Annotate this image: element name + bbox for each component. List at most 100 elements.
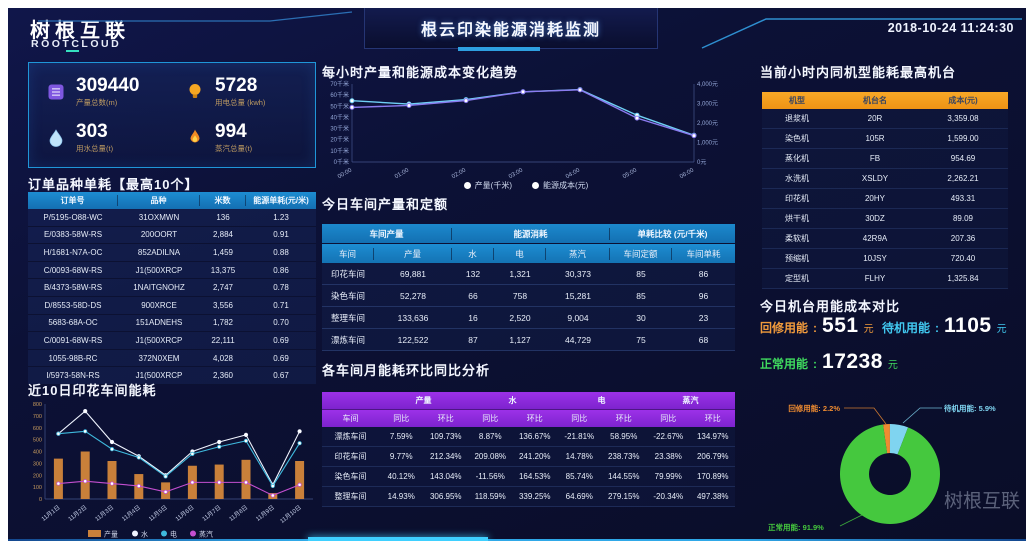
order-table-title: 订单品种单耗【最高10个】 [28,177,199,192]
table-header-row: 车间 同比 环比 同比 环比 同比 环比 同比 环比 [322,409,735,427]
table-row: 印花车间 9.77% 212.34% 209.08% 241.20% 14.78% 238.… [322,447,735,467]
svg-text:0元: 0元 [697,159,706,166]
table-cell: 339.25% [518,492,551,501]
table-cell: 0.69 [273,353,289,363]
table-cell: 14.93% [387,492,415,501]
table-cell: 0.91 [273,230,289,240]
stat-unit: 元 [863,324,874,335]
column-header: 品种 [118,195,200,206]
table-cell: 预缩机 [785,254,809,263]
svg-text:电: 电 [170,530,177,539]
kpi-label: 产量总数(m) [76,97,118,107]
table-row: 定型机 FLHY 1,325.84 [762,269,1008,289]
table-cell: 印花机 [785,194,809,203]
table-cell: 蒸化机 [785,154,809,163]
table-cell: 85 [636,290,646,301]
monthly-table-title: 各车间月能耗环比同比分析 [322,363,491,378]
page-title-box: 根云印染能源消耗监测 [364,8,658,49]
flame-icon [184,129,206,147]
group-header: 电 [597,396,606,405]
kpi-steam: 994 蒸汽总量(t) [172,115,311,161]
table-cell: 柔软机 [785,234,809,243]
stat-value: 1105 [944,314,992,337]
table-cell: 2,884 [212,230,234,240]
svg-text:700: 700 [33,414,42,420]
table-row: 蒸化机 FB 954.69 [762,149,1008,169]
kpi-value: 5728 [215,75,258,97]
table-cell: 整理车间 [334,492,367,501]
table-cell: 206.79% [696,452,729,461]
table-cell: 9,004 [567,312,589,323]
table-cell: 22,111 [211,335,235,345]
monthly-table: 产量 水 电 蒸汽 车间 同比 环比 同比 环比 同比 环比 同比 环比 漂炼车… [322,392,735,507]
svg-text:02:00: 02:00 [451,167,468,180]
legend-item: 能源成本(元) [532,180,588,191]
table-cell: 染色机 [785,134,809,143]
svg-text:100: 100 [33,485,42,491]
column-header: 能源单耗(元/米) [253,196,309,205]
logo-underline [66,50,79,52]
table-cell: 109.73% [429,432,462,441]
table-cell: 164.53% [518,472,551,481]
table-cell: 40.12% [387,472,415,481]
svg-text:产量: 产量 [104,530,118,539]
column-header: 订单号 [28,195,118,206]
datetime: 2018-10-24 11:24:30 [887,21,1014,35]
table-cell: 水洗机 [785,174,809,183]
table-cell: 0.86 [273,265,289,275]
table-cell: J1(500XRCP [135,371,183,381]
daily-chart-title: 近10日印花车间能耗 [28,383,157,398]
svg-text:11月3日: 11月3日 [94,504,115,523]
svg-text:01:00: 01:00 [394,167,411,180]
table-cell: 5683-68A-OC [48,318,98,328]
machine-table-title: 当前小时内同机型能耗最高机台 [760,65,957,80]
bulb-icon [184,83,206,101]
svg-text:11月1日: 11月1日 [40,504,61,523]
table-cell: 105R [865,134,885,143]
column-header: 水 [452,247,494,260]
table-cell: 58.95% [610,432,638,441]
monthly-table-body: 漂炼车间 7.59% 109.73% 8.87% 136.67% -21.81% 58.95… [322,427,735,507]
table-cell: 122,522 [397,334,429,345]
table-row: 柔软机 42R9A 207.36 [762,229,1008,249]
table-cell: 493.31 [950,194,976,203]
table-cell: 200OORT [140,230,178,240]
table-cell: 44,729 [565,334,591,345]
cost-compare-title: 今日机台用能成本对比 [760,299,901,314]
group-header: 产量 [415,396,432,405]
table-cell: 209.08% [474,452,507,461]
table-row: 水洗机 XSLDY 2,262.21 [762,169,1008,189]
table-cell: 14.78% [565,452,593,461]
table-cell: 136 [216,212,230,222]
table-cell: 132 [465,268,481,279]
table-row: P/5195-O88-WC 31OXMWN 136 1.23 [28,209,316,227]
column-header: 同比 [482,414,499,423]
column-header: 环比 [526,414,543,423]
droplet-icon [45,129,67,147]
table-cell: 4,028 [212,353,234,363]
table-cell: P/5195-O88-WC [43,212,103,222]
svg-text:70千米: 70千米 [330,80,349,88]
table-cell: 染色车间 [330,290,365,301]
svg-text:00:00: 00:00 [337,167,354,180]
hourly-legend: 产量(千米) 能源成本(元) [316,180,736,191]
logo-en: ROOTCLOUD [31,38,122,50]
table-cell: 68 [698,334,709,345]
column-header: 电 [494,247,546,260]
svg-text:11月5日: 11月5日 [148,504,169,523]
table-cell: 3,556 [212,300,234,310]
column-header: 环比 [615,414,632,423]
column-header: 机台名 [863,96,887,105]
svg-text:11月2日: 11月2日 [67,504,88,523]
stat-normal-energy: 正常用能: 17238 元 [760,350,898,374]
table-cell: 238.73% [607,452,640,461]
table-cell: 23.38% [654,452,682,461]
kpi-water: 303 用水总量(t) [33,115,172,161]
svg-text:11月8日: 11月8日 [228,504,249,523]
table-row: C/0093-68W-RS J1(500XRCP 13,375 0.86 [28,261,316,280]
svg-text:800: 800 [33,402,42,408]
kpi-value: 994 [215,121,247,143]
bottom-decoration-line [8,539,1026,541]
table-cell: 9.77% [389,452,413,461]
table-cell: 720.40 [950,254,976,263]
